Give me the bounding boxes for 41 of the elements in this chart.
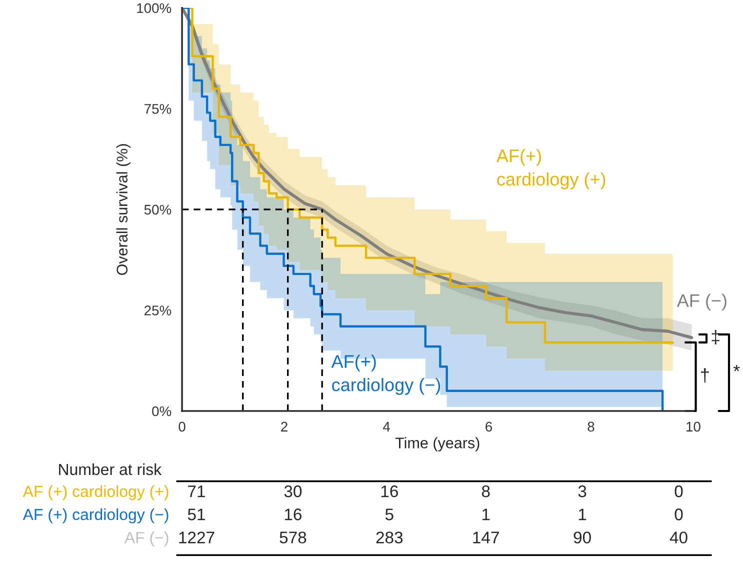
data-label: 0 [674,485,683,498]
text: * [733,364,740,372]
y-axis-title: Overall survival (%) [116,144,131,275]
x-tick-label: 6 [486,422,492,432]
annotation: AF(+) cardiology (−) [331,354,440,395]
x-axis-title: Time (years) [395,437,480,452]
data-label: 1 [578,508,586,520]
y-tick-label: AF (+) cardiology (+) [22,485,168,500]
data-label: 71 [188,486,205,498]
data-label: 1227 [179,532,214,544]
data-label: 3 [578,485,586,498]
data-label: 16 [284,508,302,520]
data-label: 16 [381,485,398,498]
data-label: 1 [482,508,490,520]
y-tick-label: AF (−) [124,532,168,546]
x-tick-label: 10 [686,422,700,432]
data-label: 8 [482,485,490,498]
data-label: 40 [670,532,688,544]
data-label: 90 [574,532,591,544]
text: ‡ [712,330,720,344]
x-tick-label: 0 [178,422,186,432]
x-tick-label: 8 [588,422,594,432]
data-label: 30 [284,485,302,498]
data-label: 147 [473,532,499,544]
annotation: AF(+) cardiology (+) [496,149,606,190]
y-tick-label: 50% [144,204,172,215]
data-label: 5 [385,508,394,520]
text: † [701,368,709,383]
x-tick-label: 4 [382,422,390,432]
data-label: 283 [376,532,403,544]
x-tick-label: 2 [281,422,288,432]
y-tick-label: 100% [137,3,172,14]
y-tick-label: AF (+) cardiology (−) [22,508,168,524]
y-tick-label: 75% [144,104,172,114]
annotation: AF (−) [676,294,726,311]
data-label: 51 [188,508,205,520]
data-label: 0 [674,508,683,520]
chart-title: Number at risk [59,463,162,476]
data-label: 578 [280,532,306,544]
y-tick-label: 25% [144,306,172,316]
y-tick-label: 0% [152,406,172,416]
